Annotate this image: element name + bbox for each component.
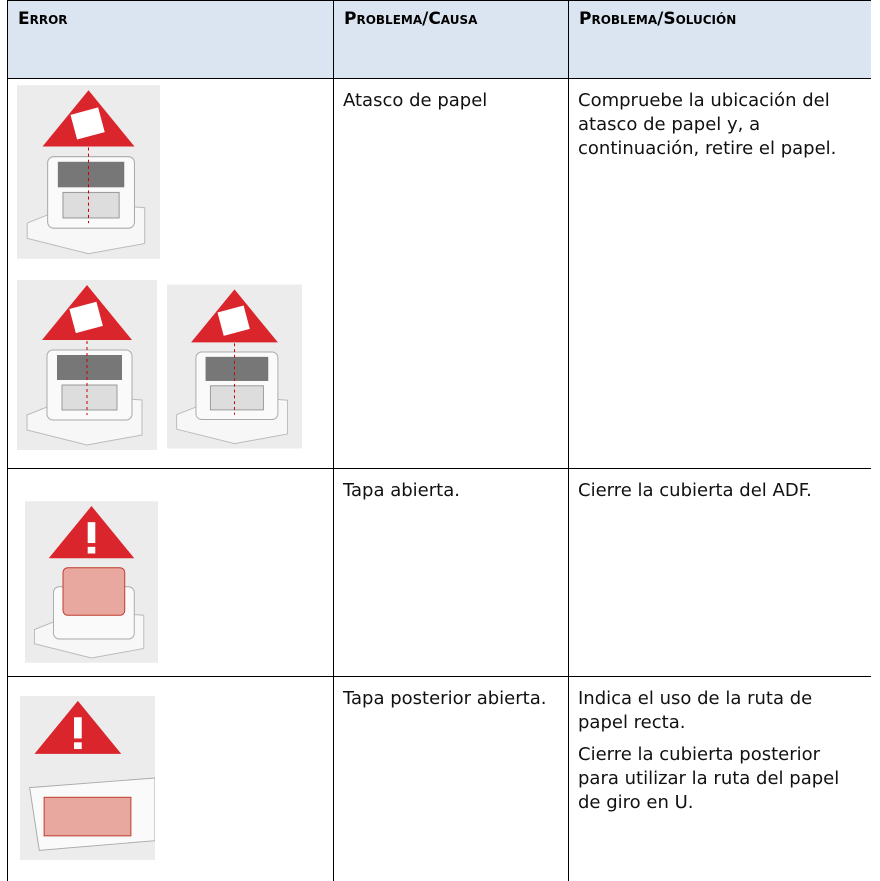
scanner-jam-image: [167, 278, 302, 455]
header-cell: Error: [7, 0, 334, 79]
solution-text: Compruebe la ubicación del atasco de pap…: [578, 90, 837, 159]
solution-cell: Cierre la cubierta del ADF.: [568, 468, 871, 677]
header-cell: Problema/Causa: [333, 0, 569, 79]
scanner-jam-image: [17, 84, 160, 260]
solution-text: Cierre la cubierta posterior para utiliz…: [578, 744, 840, 813]
cause-cell: Tapa posterior abierta.: [333, 676, 569, 881]
solution-text: Cierre la cubierta del ADF.: [578, 480, 812, 501]
cause-cell: Tapa abierta.: [333, 468, 569, 677]
solution-cell: Compruebe la ubicación del atasco de pap…: [568, 78, 871, 469]
scanner-jam-image: [17, 275, 157, 455]
cover-open-image: [25, 499, 158, 665]
cause-cell: Atasco de papel: [333, 78, 569, 469]
solution-text: Indica el uso de la ruta de papel recta.: [578, 688, 813, 733]
header-cell: Problema/Solución: [568, 0, 871, 79]
rear-cover-image: [20, 694, 155, 862]
solution-cell: Indica el uso de la ruta de papel recta.…: [568, 676, 871, 881]
